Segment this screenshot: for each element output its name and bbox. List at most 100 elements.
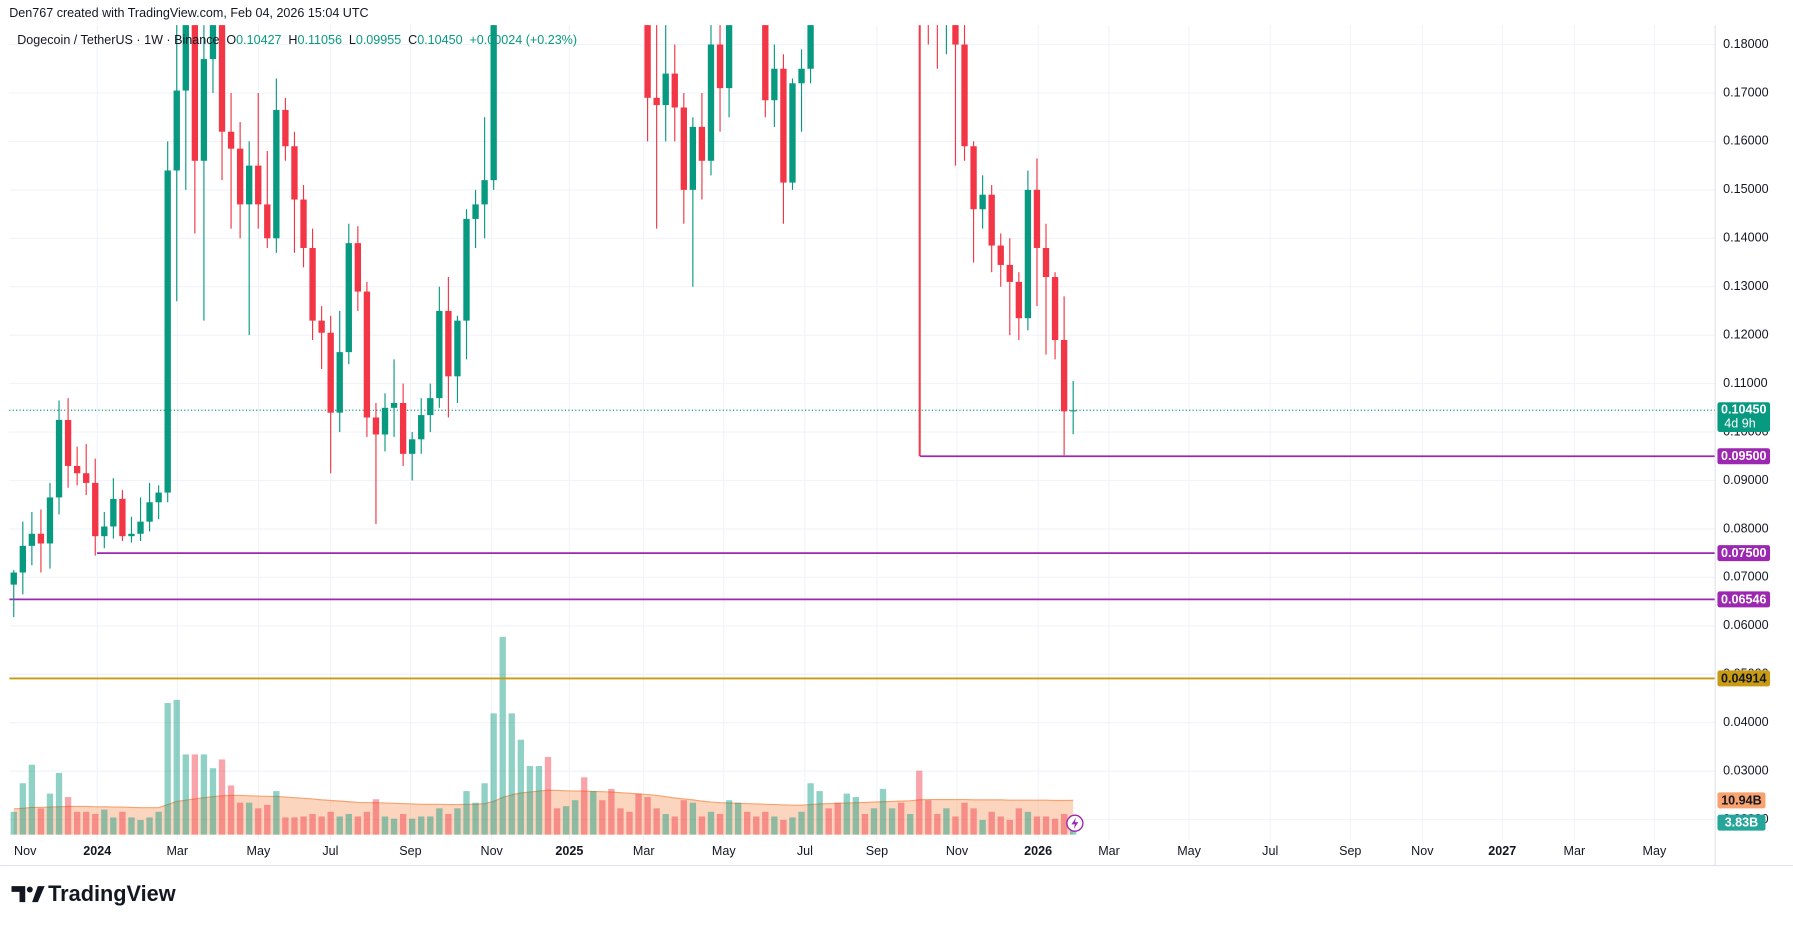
candle-body [390, 402, 398, 408]
volume-bar [762, 811, 769, 835]
volume-badge [1717, 814, 1766, 831]
candle-body [291, 146, 298, 200]
candle-body [771, 68, 778, 101]
volume-bar [381, 816, 389, 835]
volume-bar [888, 808, 896, 835]
volume-bar [255, 808, 262, 835]
logo-mark [26, 886, 33, 893]
volume-bar [744, 811, 751, 835]
volume-bar [227, 785, 235, 835]
candle-body [318, 320, 325, 333]
volume-bar [689, 802, 697, 835]
candle-body [481, 180, 488, 205]
candle-body [37, 533, 45, 544]
volume-bar [997, 816, 1004, 835]
x-tick-label: May [1643, 844, 1667, 858]
candle-body [200, 59, 208, 161]
candle-body [798, 68, 805, 84]
candle-body [119, 498, 126, 537]
volume-bar [662, 813, 669, 835]
volume-bar [716, 813, 724, 835]
volume-bar [445, 813, 452, 835]
candle-body [644, 25, 651, 98]
volume-bar [291, 817, 298, 835]
legend: Dogecoin / TetherUS · 1W · Binance O0.104… [17, 33, 577, 47]
logo-mark [11, 886, 26, 903]
volume-bar [807, 783, 814, 835]
candle-body [780, 68, 787, 183]
candle-body [372, 417, 380, 435]
volume-bar [816, 791, 823, 835]
volume-bar [1024, 811, 1032, 835]
candle-body [255, 165, 262, 205]
volume-bar [119, 811, 126, 835]
candle-body [10, 572, 17, 585]
level-label: 0.06546 [1721, 592, 1766, 606]
volume-bar [961, 802, 968, 835]
logo-mark [32, 886, 45, 903]
candle-body [988, 194, 995, 246]
volume-bar [282, 817, 289, 835]
ohlc-value: 0.10427 [236, 33, 281, 47]
axes: 0.020000.030000.040000.050000.060000.070… [0, 25, 1793, 867]
y-tick-label: 0.13000 [1723, 279, 1768, 293]
candles [10, 0, 1077, 618]
candle-body [671, 73, 678, 108]
volume-bar [626, 811, 633, 835]
x-tick-label: 2027 [1488, 844, 1516, 858]
candle-body [55, 419, 63, 498]
last-price-badge [1717, 402, 1771, 432]
volume-bar [28, 764, 36, 835]
volume-bar [943, 808, 950, 835]
volume-bar [825, 808, 832, 835]
countdown: 4d 9h [1724, 416, 1755, 430]
volume-bar [399, 813, 407, 835]
x-tick-label: Mar [1098, 844, 1120, 858]
volume-bar [110, 817, 117, 835]
volume-bar [19, 783, 26, 835]
volume-bar [10, 811, 17, 835]
volume-bar [128, 817, 135, 835]
ohlc-value: 0.11056 [298, 33, 342, 47]
volume-bar [191, 754, 199, 835]
candle-body [934, 0, 940, 6]
volume-bar [852, 797, 860, 835]
candle-body [997, 245, 1004, 265]
candle-body [173, 90, 180, 171]
candle-body [300, 199, 307, 248]
volume-bar [236, 802, 244, 835]
candle-body [19, 545, 26, 573]
ohlc-value: 0.09955 [356, 33, 401, 47]
candle-body [472, 204, 479, 219]
candle-body [427, 398, 434, 416]
volume-bar [101, 809, 108, 835]
volume-bar [73, 811, 81, 835]
volume-bar [635, 793, 642, 835]
volume-bar [246, 802, 253, 835]
volume-bar [934, 813, 941, 835]
volume-bar [952, 816, 959, 835]
candle-body [246, 165, 253, 205]
candle-body [110, 498, 117, 527]
volume-bar [897, 802, 905, 835]
x-tick-label: May [712, 844, 736, 858]
x-tick-label: Mar [166, 844, 188, 858]
volume-bar [463, 791, 470, 835]
level-label: 0.07500 [1721, 546, 1766, 560]
volume-bar [798, 811, 805, 835]
x-tick-label: 2025 [555, 844, 583, 858]
volume-bar [771, 816, 778, 835]
volume-bar [137, 819, 144, 835]
grid [9, 25, 1716, 841]
y-tick-label: 0.06000 [1723, 618, 1768, 632]
candle-body [363, 291, 371, 418]
volume-bar [1060, 813, 1068, 835]
volume-bar [336, 816, 343, 835]
y-tick-label: 0.14000 [1723, 231, 1768, 245]
volume-bar [526, 766, 534, 835]
y-tick-label: 0.16000 [1723, 134, 1768, 148]
candle-body [490, 25, 497, 181]
candle-body [336, 352, 343, 413]
y-tick-label: 0.04000 [1723, 715, 1768, 729]
